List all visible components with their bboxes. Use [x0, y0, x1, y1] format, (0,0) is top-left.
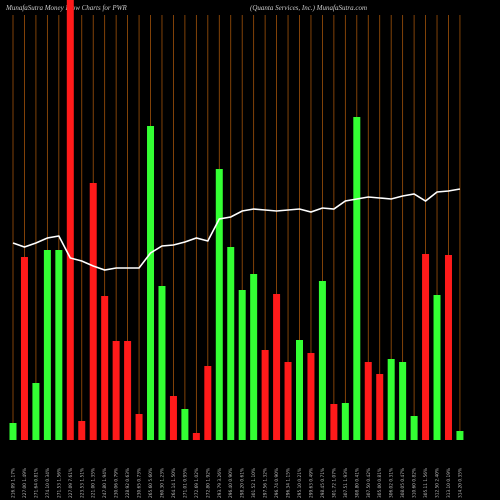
- x-tick-label: 297.56 1.32%: [263, 468, 269, 498]
- bar: [20, 257, 28, 440]
- x-tick-label: 216.09 1.17%: [11, 468, 17, 498]
- x-tick-label: 296.74 0.90%: [274, 468, 280, 498]
- bar: [181, 409, 189, 440]
- bar: [364, 362, 372, 440]
- x-tick-label: 295.10 0.21%: [297, 468, 303, 498]
- bar: [284, 362, 292, 440]
- bar: [330, 404, 338, 440]
- bar: [341, 403, 349, 440]
- price-line: [12, 188, 461, 271]
- x-tick-label: 227.00 1.49%: [22, 468, 28, 498]
- bar: [101, 296, 109, 440]
- x-tick-label: 230.06 0.79%: [114, 468, 120, 498]
- x-tick-label: 272.69 1.02%: [194, 468, 200, 498]
- x-tick-label: 296.34 1.15%: [286, 468, 292, 498]
- x-tick-label: 305.00 0.81%: [377, 468, 383, 498]
- x-tick-label: 293.79 3.26%: [217, 468, 223, 498]
- x-tick-label: 274.10 0.34%: [45, 468, 51, 498]
- x-tick-label: 307.50 0.42%: [366, 468, 372, 498]
- x-tick-label: 308.80 0.41%: [354, 468, 360, 498]
- x-tick-label: 296.40 0.90%: [228, 468, 234, 498]
- x-tick-label: 223.53 1.51%: [79, 468, 85, 498]
- x-tick-label: 271.64 0.81%: [33, 468, 39, 498]
- x-tick-label: 312.50 2.40%: [435, 468, 441, 498]
- bar: [112, 341, 120, 440]
- bar: [353, 117, 361, 440]
- bar: [273, 294, 281, 440]
- x-tick-label: 306.02 0.31%: [389, 468, 395, 498]
- bar: [55, 250, 63, 440]
- x-tick-label: 314.20 0.35%: [457, 468, 463, 498]
- bar: [204, 366, 212, 440]
- bar: [43, 250, 51, 440]
- x-tick-label: 272.80 1.92%: [205, 468, 211, 498]
- x-tick-label: 230.65 0.73%: [137, 468, 143, 498]
- bar: [387, 359, 395, 440]
- x-tick-label: 227.09 7.61%: [68, 468, 74, 498]
- x-tick-label: 271.01 0.95%: [182, 468, 188, 498]
- x-tick-label: 305.11 1.56%: [423, 468, 429, 498]
- bar: [422, 254, 430, 440]
- bar: [376, 374, 384, 440]
- bar: [158, 286, 166, 440]
- x-tick-label: 310.60 0.82%: [412, 468, 418, 498]
- bar: [89, 183, 97, 440]
- chart-title: MunafaSutra Money Flow Charts for PWR: [5, 4, 127, 12]
- x-tick-label: 221.00 1.35%: [91, 468, 97, 498]
- x-tick-label: 247.80 1.94%: [102, 468, 108, 498]
- bar: [169, 396, 177, 440]
- bar: [433, 295, 441, 440]
- x-tick-label: 260.30 1.23%: [159, 468, 165, 498]
- bar: [296, 340, 303, 440]
- bar: [135, 414, 143, 440]
- bar: [66, 0, 74, 440]
- x-tick-label: 298.45 0.71%: [320, 468, 326, 498]
- bar: [444, 255, 452, 440]
- bar: [410, 416, 418, 440]
- x-tick-label: 301.52 1.10%: [251, 468, 257, 498]
- x-tick-label: 228.92 0.63%: [125, 468, 131, 498]
- bar: [456, 431, 464, 440]
- x-tick-label: 264.14 1.50%: [171, 468, 177, 498]
- bar: [307, 353, 315, 440]
- chart-subtitle: (Quanta Services, Inc.) MunafaSutra.com: [250, 4, 367, 12]
- bar: [261, 350, 269, 440]
- bar: [250, 274, 258, 440]
- bar: [147, 126, 155, 440]
- bar: [9, 423, 17, 440]
- bar: [215, 169, 223, 440]
- bar: [78, 421, 86, 440]
- bar: [238, 290, 246, 440]
- bar: [32, 383, 40, 440]
- x-tick-label: 265.60 5.60%: [148, 468, 154, 498]
- x-tick-label: 313.10 0.19%: [446, 468, 452, 498]
- x-tick-label: 271.53 1.56%: [56, 468, 62, 498]
- bar: [192, 433, 200, 440]
- x-tick-label: 307.51 1.93%: [343, 468, 349, 498]
- bar: [124, 341, 132, 440]
- x-tick-label: 308.05 0.47%: [400, 468, 406, 498]
- x-tick-label: 298.20 0.61%: [240, 468, 246, 498]
- bar: [227, 247, 235, 440]
- x-tick-label: 299.63 0.49%: [308, 468, 314, 498]
- x-tick-label: 301.72 1.07%: [331, 468, 337, 498]
- bar: [318, 281, 326, 440]
- bar: [399, 362, 407, 440]
